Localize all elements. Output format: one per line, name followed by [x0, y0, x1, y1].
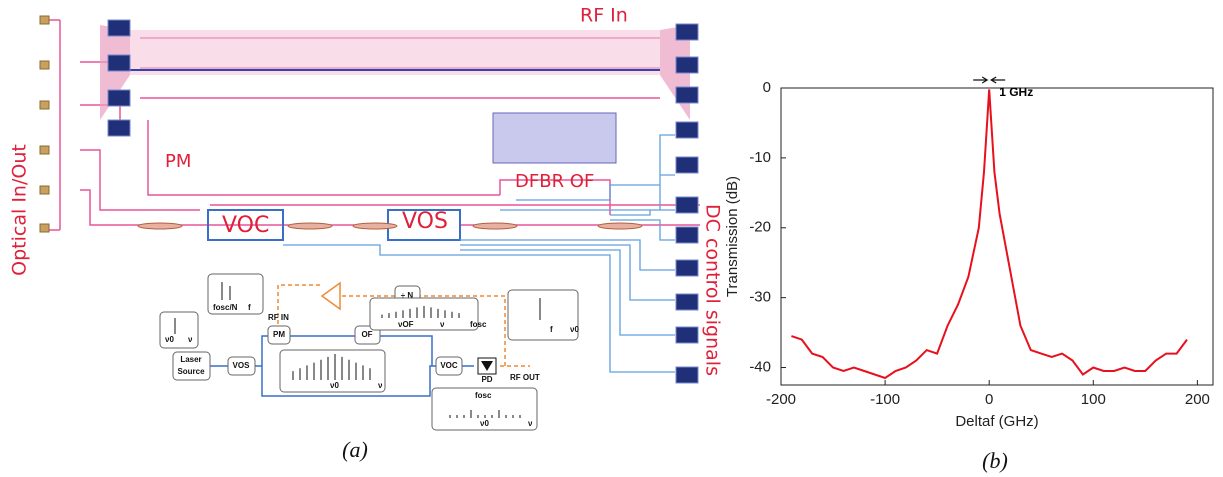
- caption: (b): [982, 448, 1008, 473]
- coupler: [598, 223, 642, 229]
- grating: [40, 61, 49, 69]
- label: RF In: [580, 5, 628, 27]
- plot-area: [781, 88, 1213, 385]
- label: ν0: [480, 419, 489, 428]
- pad: [676, 87, 698, 103]
- label: DFBR OF: [515, 171, 594, 192]
- pad: [108, 55, 130, 71]
- coupler: [288, 223, 332, 229]
- label: VOC: [440, 361, 458, 370]
- label: ν: [188, 335, 193, 344]
- label: DC control signals: [702, 204, 724, 376]
- label: ν0: [165, 335, 174, 344]
- pad: [676, 57, 698, 73]
- label: ν0: [330, 381, 339, 390]
- label: VOS: [402, 209, 448, 234]
- label: νOF: [398, 320, 414, 329]
- label: RF OUT: [510, 373, 540, 382]
- pad: [676, 294, 698, 310]
- pad: [676, 367, 698, 383]
- label: ν: [440, 320, 445, 329]
- label: PD: [481, 375, 492, 384]
- label: fosc: [470, 320, 487, 329]
- grating: [40, 146, 49, 154]
- label: fosc: [475, 391, 492, 400]
- grating: [40, 101, 49, 109]
- label: Source: [177, 367, 205, 376]
- pad: [676, 260, 698, 276]
- pad: [676, 157, 698, 173]
- coupler: [353, 223, 397, 229]
- pad: [108, 90, 130, 106]
- line-series: [791, 89, 1187, 378]
- label: ν: [378, 381, 383, 390]
- grating: [40, 16, 49, 24]
- label: VOC: [222, 213, 269, 238]
- coupler: [138, 223, 182, 229]
- label: Optical In/Out: [9, 144, 31, 276]
- annotation-arrows: [973, 77, 1005, 83]
- grating: [40, 186, 49, 194]
- y-tick-label: -40: [749, 358, 771, 375]
- modulator: [130, 30, 660, 75]
- x-tick-label: -200: [766, 391, 796, 408]
- pad: [676, 227, 698, 243]
- label: ν0: [570, 325, 579, 334]
- annotation: 1 GHz: [999, 85, 1033, 99]
- x-tick-label: 100: [1081, 391, 1106, 408]
- label: Laser: [180, 355, 201, 364]
- y-tick-label: -30: [749, 289, 771, 306]
- pad: [108, 120, 130, 136]
- y-tick-label: -10: [749, 149, 771, 166]
- label: f: [550, 325, 553, 334]
- x-tick-label: -100: [870, 391, 900, 408]
- x-axis-label: Deltaf (GHz): [955, 413, 1038, 430]
- label: PM: [165, 151, 191, 172]
- y-axis-label: Transmission (dB): [724, 176, 741, 297]
- pad: [676, 197, 698, 213]
- pad: [108, 20, 130, 36]
- label: OF: [361, 330, 372, 339]
- label: fosc/N: [213, 303, 238, 312]
- schematic: ÷ N Laser Source VOS PM RF IN OF VOC PD …: [160, 274, 579, 430]
- x-tick-label: 200: [1185, 391, 1210, 408]
- grating: [40, 224, 49, 232]
- pad: [676, 24, 698, 40]
- y-tick-label: -20: [749, 219, 771, 236]
- caption: (a): [342, 437, 368, 462]
- pad: [676, 122, 698, 138]
- figure: RF In Optical In/Out PM DFBR OF VOC VOS …: [0, 0, 1223, 477]
- coupler: [473, 223, 517, 229]
- x-tick-label: 0: [985, 391, 993, 408]
- label: VOS: [233, 361, 251, 370]
- pad: [676, 327, 698, 343]
- label: PM: [273, 330, 285, 339]
- heater: [493, 113, 616, 163]
- label: ν: [528, 419, 533, 428]
- y-tick-label: 0: [763, 79, 771, 96]
- label: f: [248, 303, 251, 312]
- label: RF IN: [268, 313, 289, 322]
